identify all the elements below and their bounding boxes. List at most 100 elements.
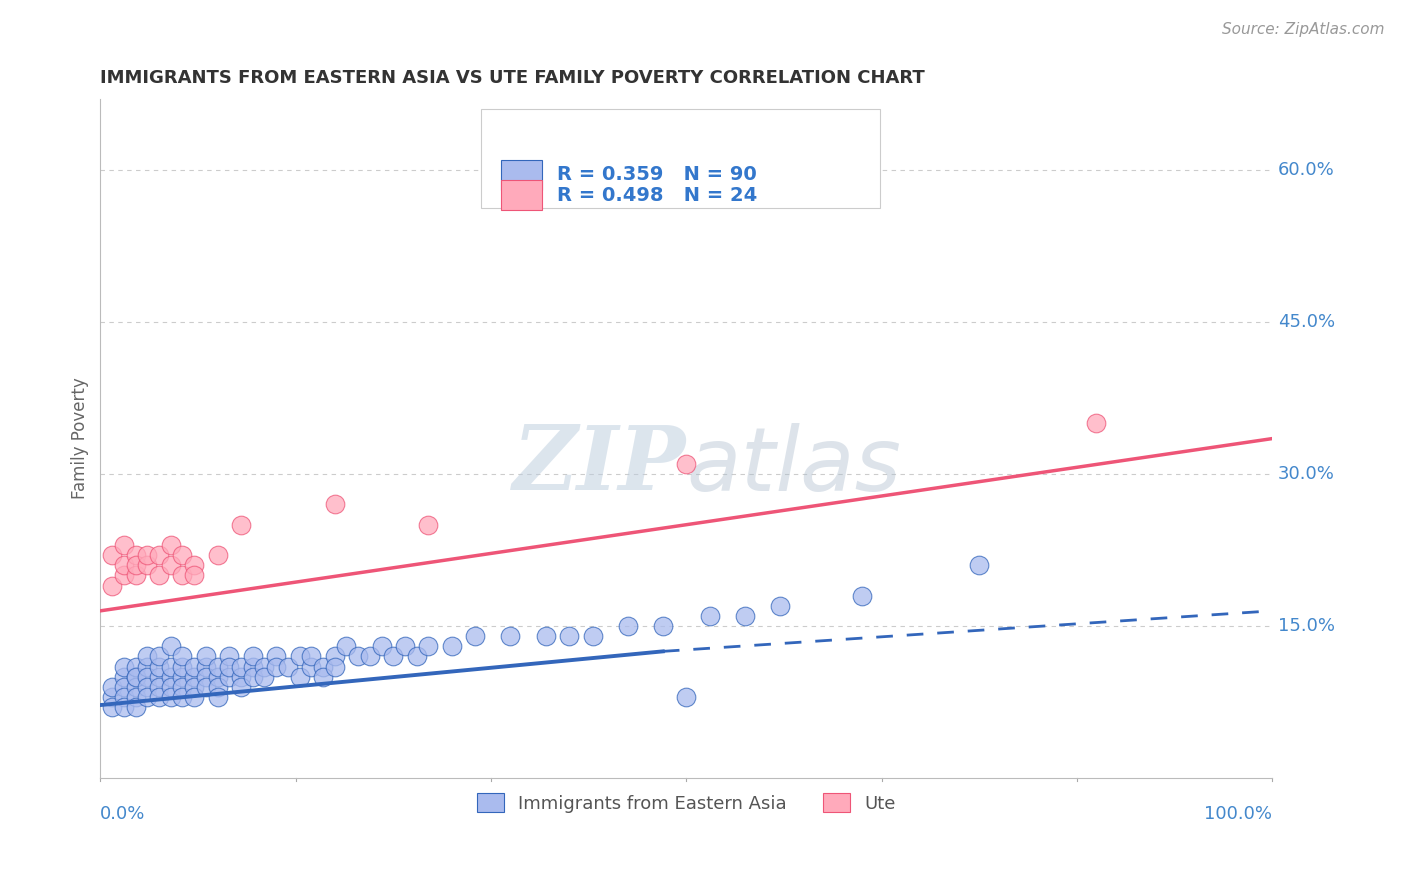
Point: [194, 649, 217, 664]
Point: [558, 629, 581, 643]
Point: [651, 619, 673, 633]
Point: [124, 568, 146, 582]
Point: [148, 649, 170, 664]
Point: [159, 538, 181, 552]
Point: [148, 659, 170, 673]
Point: [136, 659, 159, 673]
Point: [323, 498, 346, 512]
Point: [183, 558, 205, 573]
Y-axis label: Family Poverty: Family Poverty: [72, 377, 89, 500]
Point: [347, 649, 370, 664]
Point: [323, 659, 346, 673]
Point: [418, 640, 440, 654]
Point: [112, 700, 135, 714]
Point: [124, 659, 146, 673]
Point: [159, 690, 181, 704]
Point: [112, 670, 135, 684]
Point: [675, 690, 697, 704]
FancyBboxPatch shape: [481, 110, 880, 208]
Legend: Immigrants from Eastern Asia, Ute: Immigrants from Eastern Asia, Ute: [470, 786, 903, 820]
Text: 0.0%: 0.0%: [100, 805, 146, 823]
Point: [136, 558, 159, 573]
Point: [288, 649, 311, 664]
Text: 45.0%: 45.0%: [1278, 313, 1336, 331]
Point: [172, 670, 194, 684]
FancyBboxPatch shape: [501, 160, 543, 189]
Point: [148, 680, 170, 694]
Point: [253, 670, 276, 684]
Point: [288, 670, 311, 684]
Point: [242, 670, 264, 684]
Text: atlas: atlas: [686, 423, 901, 508]
Point: [136, 548, 159, 562]
Point: [699, 608, 721, 623]
Point: [148, 670, 170, 684]
Point: [124, 670, 146, 684]
Point: [101, 578, 124, 592]
Point: [616, 619, 638, 633]
Text: 100.0%: 100.0%: [1204, 805, 1272, 823]
Point: [229, 659, 252, 673]
Text: R = 0.498   N = 24: R = 0.498 N = 24: [557, 186, 758, 205]
Point: [124, 670, 146, 684]
Point: [440, 640, 463, 654]
Point: [148, 548, 170, 562]
Point: [207, 659, 229, 673]
FancyBboxPatch shape: [501, 180, 543, 211]
Point: [183, 690, 205, 704]
Point: [675, 457, 697, 471]
Point: [172, 568, 194, 582]
Point: [229, 670, 252, 684]
Point: [194, 680, 217, 694]
Point: [207, 680, 229, 694]
Point: [112, 659, 135, 673]
Point: [112, 558, 135, 573]
Point: [112, 690, 135, 704]
Point: [124, 558, 146, 573]
Point: [207, 670, 229, 684]
Point: [207, 690, 229, 704]
Point: [253, 659, 276, 673]
Point: [734, 608, 756, 623]
Point: [159, 670, 181, 684]
Point: [277, 659, 299, 673]
Point: [159, 640, 181, 654]
Point: [242, 659, 264, 673]
Text: ZIP: ZIP: [513, 423, 686, 509]
Point: [172, 690, 194, 704]
Point: [172, 659, 194, 673]
Text: 30.0%: 30.0%: [1278, 465, 1334, 483]
Point: [967, 558, 990, 573]
Point: [172, 548, 194, 562]
Point: [218, 670, 240, 684]
Point: [312, 659, 335, 673]
Point: [370, 640, 392, 654]
Point: [394, 640, 416, 654]
Point: [101, 690, 124, 704]
Point: [124, 548, 146, 562]
Text: IMMIGRANTS FROM EASTERN ASIA VS UTE FAMILY POVERTY CORRELATION CHART: IMMIGRANTS FROM EASTERN ASIA VS UTE FAMI…: [100, 69, 925, 87]
Point: [335, 640, 357, 654]
Text: Source: ZipAtlas.com: Source: ZipAtlas.com: [1222, 22, 1385, 37]
Point: [359, 649, 381, 664]
Point: [382, 649, 405, 664]
Point: [124, 690, 146, 704]
Point: [499, 629, 522, 643]
Point: [194, 659, 217, 673]
Point: [405, 649, 427, 664]
Point: [136, 690, 159, 704]
Point: [218, 659, 240, 673]
Point: [534, 629, 557, 643]
Text: R = 0.359   N = 90: R = 0.359 N = 90: [557, 165, 756, 184]
Point: [581, 629, 603, 643]
Point: [769, 599, 792, 613]
Point: [194, 670, 217, 684]
Point: [136, 670, 159, 684]
Point: [101, 548, 124, 562]
Point: [418, 517, 440, 532]
Point: [1085, 417, 1108, 431]
Point: [148, 568, 170, 582]
Point: [323, 649, 346, 664]
Point: [148, 690, 170, 704]
Point: [299, 649, 322, 664]
